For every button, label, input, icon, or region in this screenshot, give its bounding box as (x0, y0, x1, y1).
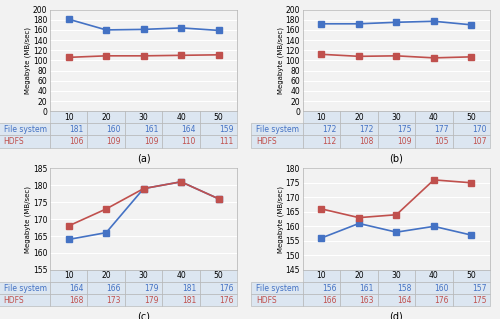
Line: HDFS: HDFS (318, 52, 474, 61)
Line: File system: File system (318, 221, 474, 241)
Text: (a): (a) (137, 153, 150, 163)
File system (468, 23, 474, 27)
HDFS (431, 178, 437, 182)
File system (103, 231, 109, 234)
File system (140, 187, 146, 190)
Text: (c): (c) (137, 312, 150, 319)
HDFS (178, 53, 184, 57)
File system (66, 17, 71, 21)
HDFS (66, 56, 71, 59)
File system (178, 26, 184, 30)
HDFS (356, 55, 362, 58)
HDFS (394, 54, 400, 58)
Line: File system: File system (66, 179, 222, 242)
HDFS (468, 181, 474, 185)
File system (103, 28, 109, 32)
HDFS (216, 197, 222, 201)
Y-axis label: Megabyte (MB/sec): Megabyte (MB/sec) (25, 186, 32, 253)
Y-axis label: Megabyte (MB/sec): Megabyte (MB/sec) (278, 186, 284, 253)
HDFS (356, 216, 362, 219)
File system (394, 20, 400, 24)
File system (356, 221, 362, 225)
File system (318, 236, 324, 240)
File system (356, 22, 362, 26)
Text: (b): (b) (390, 153, 404, 163)
HDFS (431, 56, 437, 60)
Text: (d): (d) (390, 312, 404, 319)
HDFS (394, 213, 400, 217)
File system (66, 238, 71, 241)
HDFS (66, 224, 71, 228)
HDFS (140, 54, 146, 58)
File system (394, 230, 400, 234)
HDFS (178, 180, 184, 184)
Y-axis label: Megabyte (MB/sec): Megabyte (MB/sec) (25, 27, 32, 94)
HDFS (468, 55, 474, 59)
File system (468, 233, 474, 237)
File system (318, 22, 324, 26)
Line: HDFS: HDFS (66, 52, 222, 60)
HDFS (318, 52, 324, 56)
HDFS (103, 54, 109, 58)
Line: HDFS: HDFS (66, 179, 222, 229)
HDFS (103, 207, 109, 211)
File system (216, 197, 222, 201)
Y-axis label: Megabyte (MB/sec): Megabyte (MB/sec) (278, 27, 284, 94)
File system (216, 28, 222, 32)
File system (431, 19, 437, 23)
File system (178, 180, 184, 184)
HDFS (140, 187, 146, 190)
File system (140, 27, 146, 31)
File system (431, 225, 437, 228)
Line: HDFS: HDFS (318, 177, 474, 220)
HDFS (318, 207, 324, 211)
Line: File system: File system (318, 19, 474, 28)
HDFS (216, 53, 222, 57)
Line: File system: File system (66, 17, 222, 33)
